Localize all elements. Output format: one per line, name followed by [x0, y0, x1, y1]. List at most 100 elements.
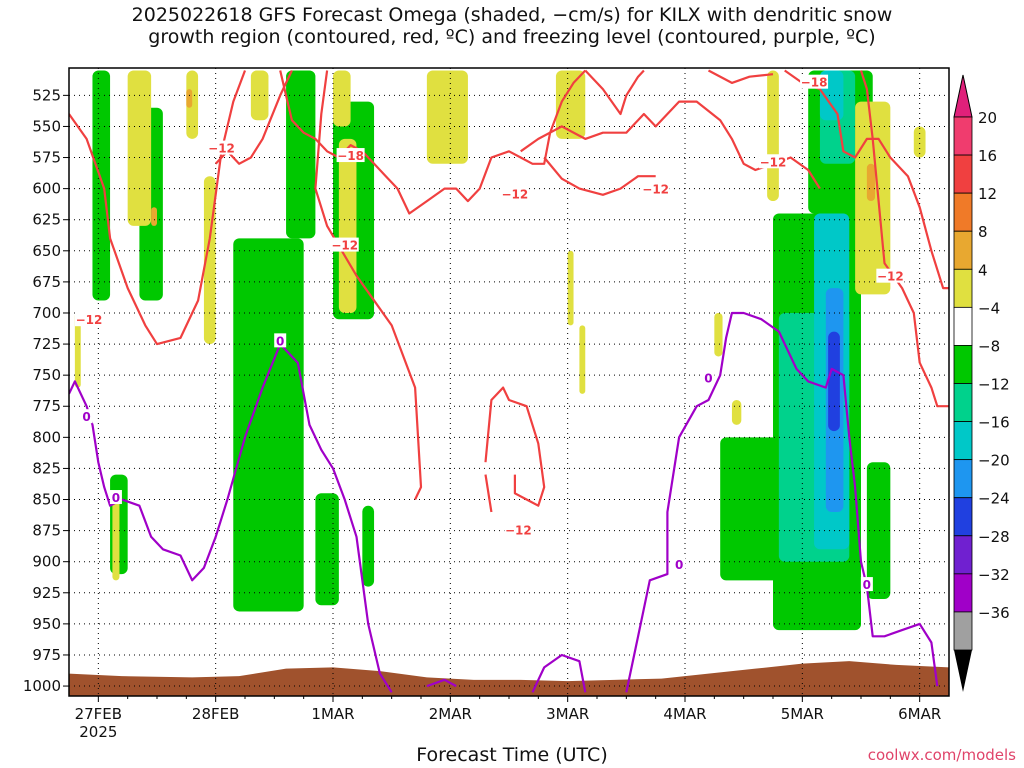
x-tick-label-27FEB: 27FEB [75, 705, 122, 723]
x-tick-label-2MAR: 2MAR [429, 705, 472, 723]
dgz-contour-label-1: −12 [208, 142, 235, 156]
omega-patch-26 [567, 250, 574, 326]
dgz-contour-label-bg-4 [500, 186, 529, 201]
omega-patch-3 [286, 70, 316, 239]
colorbar: 20 16 12 8 4 −4 −8 −12 −16 −20 −24 −28 −32 −36 [953, 74, 1010, 692]
colorbar-label-12: −32 [978, 566, 1010, 584]
omega-patch-9 [720, 437, 797, 581]
freezing-contour-line-0 [69, 343, 393, 693]
site-credit: coolwx.com/models [867, 746, 1016, 764]
freezing-contours [69, 311, 939, 693]
title-line-2: growth region (contoured, red, ºC) and f… [148, 26, 876, 48]
dgz-contour-label-2: −18 [337, 149, 364, 163]
y-tick-label-850: 850 [32, 491, 61, 509]
freezing-contour-label-4: 0 [704, 372, 712, 386]
omega-patch-6 [362, 505, 375, 587]
terrain [69, 661, 949, 696]
colorbar-segment-4 [953, 268, 973, 308]
omega-patch-35 [151, 207, 157, 226]
y-tick-label-950: 950 [32, 615, 61, 633]
dgz-contour-label-bg-6 [504, 522, 533, 537]
y-tick-label-650: 650 [32, 242, 61, 260]
colorbar-segment-2 [953, 192, 973, 232]
omega-patch-23 [338, 138, 357, 313]
omega-patch-37 [866, 163, 876, 202]
colorbar-label-0: 20 [978, 109, 997, 127]
title-line-1: 2025022618 GFS Forecast Omega (shaded, −… [131, 4, 893, 26]
terrain-fill [69, 661, 949, 696]
omega-patch-33 [74, 312, 81, 388]
dgz-contour-line-4 [584, 69, 645, 116]
y-tick-label-750: 750 [32, 366, 61, 384]
dgz-contour-line-5 [484, 386, 546, 507]
colorbar-segment-10 [953, 497, 973, 537]
dgz-contour-label-bg-2 [336, 148, 365, 163]
colorbar-segment-0 [953, 116, 973, 156]
y-tick-label-975: 975 [32, 646, 61, 664]
y-tick-label-875: 875 [32, 522, 61, 540]
colorbar-segment-5 [953, 306, 973, 346]
dgz-contour-label-4: −12 [501, 188, 528, 202]
colorbar-label-13: −36 [978, 604, 1010, 622]
y-tick-label-600: 600 [32, 180, 61, 198]
omega-chart: −12 −12 −18 −12 −12 −12 −12 −12 −18 −12 0 0 0 0 0 0 525… [23, 67, 1010, 740]
colorbar-segment-13 [953, 611, 973, 651]
y-tick-label-1000: 1000 [23, 677, 61, 695]
freezing-contour-label-bg-0 [109, 490, 122, 505]
y-tick-label-925: 925 [32, 584, 61, 602]
dgz-contour-label-3: −12 [331, 239, 358, 253]
colorbar-label-5: −4 [978, 299, 1000, 317]
x-axis-label: Forecast Time (UTC) [416, 744, 608, 766]
freezing-contour-label-bg-7 [80, 409, 93, 424]
colorbar-label-11: −28 [978, 528, 1010, 546]
omega-patch-34 [112, 499, 120, 581]
dgz-contour-label-bg-8 [641, 181, 670, 196]
y-tick-label-550: 550 [32, 117, 61, 135]
omega-patch-30 [767, 70, 779, 202]
chart-title: 2025022618 GFS Forecast Omega (shaded, −… [0, 4, 1024, 48]
dgz-contour-label-bg-10 [800, 74, 829, 89]
freezing-contour-line-4 [625, 311, 939, 693]
x-tick-label-5MAR: 5MAR [781, 705, 824, 723]
colorbar-label-6: −8 [978, 337, 1000, 355]
dgz-contour-line-9 [707, 69, 774, 84]
colorbar-segment-6 [953, 345, 973, 384]
dgz-contour-label-bg-11 [876, 268, 905, 283]
x-year-label: 2025 [79, 723, 117, 740]
omega-patch-36 [186, 89, 193, 108]
omega-patch-28 [714, 312, 723, 357]
y-tick-label-675: 675 [32, 273, 61, 291]
freezing-contour-label-5: 0 [863, 578, 871, 592]
colorbar-label-4: 4 [978, 261, 988, 279]
freezing-contour-line-2 [426, 678, 457, 688]
colorbar-label-8: −16 [978, 414, 1010, 432]
omega-patch-22 [333, 70, 351, 127]
y-tick-label-625: 625 [32, 211, 61, 229]
dgz-contour-line-8 [543, 156, 656, 196]
x-tick-label-4MAR: 4MAR [663, 705, 706, 723]
omega-patch-11 [866, 462, 891, 600]
freezing-contour-line-3 [531, 653, 587, 693]
contour-labels: −12 −12 −18 −12 −12 −12 −12 −12 −18 −12 0 0 0 0 0 0 [74, 74, 905, 592]
omega-patch-32 [913, 126, 926, 158]
dgz-contour-label-10: −18 [801, 76, 828, 90]
dgz-contour-line-2 [279, 69, 587, 215]
y-tick-label-825: 825 [32, 459, 61, 477]
colorbar-top-arrow [953, 74, 973, 118]
omega-patch-24 [426, 70, 468, 164]
dgz-contour-label-9: −12 [760, 155, 787, 169]
colorbar-segment-9 [953, 459, 973, 499]
dgz-contour-label-bg-9 [759, 154, 787, 169]
colorbar-bottom-arrow [954, 650, 972, 692]
colorbar-label-2: 12 [978, 185, 997, 203]
x-tick-label-28FEB: 28FEB [192, 705, 239, 723]
dgz-contour-line-11 [859, 70, 949, 408]
omega-patch-2 [233, 238, 304, 612]
colorbar-label-3: 8 [978, 223, 988, 241]
dgz-contour-label-6: −12 [505, 523, 532, 537]
y-tick-label-575: 575 [32, 149, 61, 167]
x-tick-label-1MAR: 1MAR [311, 705, 354, 723]
colorbar-segment-12 [953, 573, 973, 613]
omega-patch-25 [555, 70, 586, 139]
freezing-contour-label-bg-5 [860, 577, 873, 592]
